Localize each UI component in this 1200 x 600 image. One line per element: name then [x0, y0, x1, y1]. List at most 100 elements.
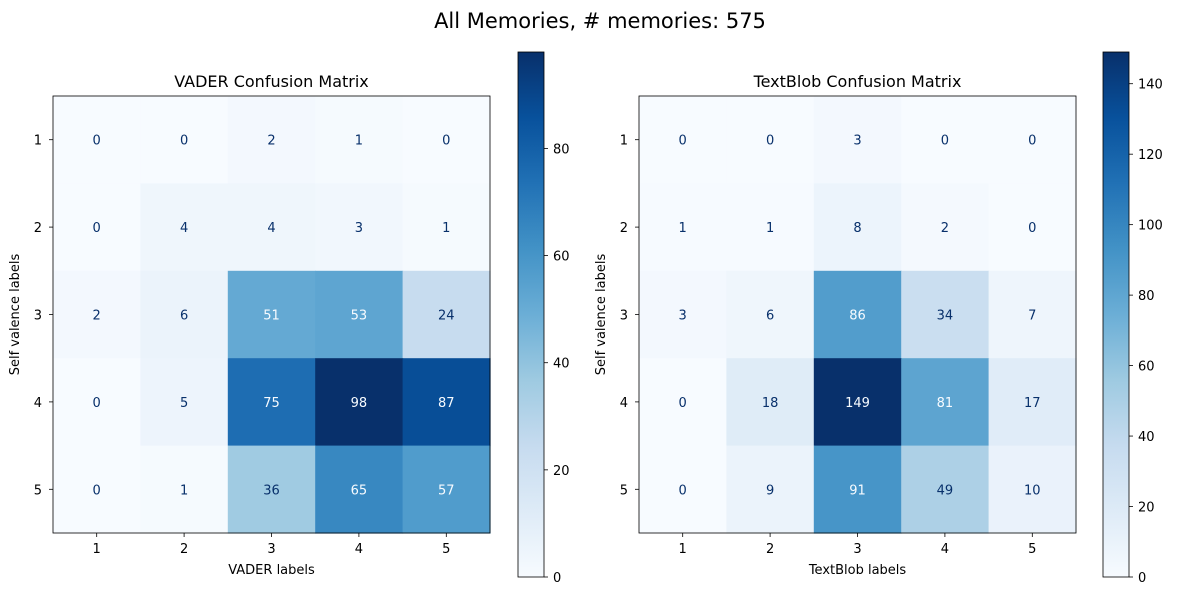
- colorbar-tick-label: 60: [553, 250, 570, 265]
- cell-value-label: 4: [267, 221, 275, 236]
- cell-value-label: 7: [1028, 309, 1036, 324]
- figure-title: All Memories, # memories: 575: [434, 9, 766, 33]
- heatmap-cell: [402, 183, 491, 272]
- cell-value-label: 149: [845, 396, 870, 411]
- cell-value-label: 87: [438, 396, 455, 411]
- x-tick-label: 5: [442, 542, 450, 557]
- heatmap-cell: [53, 183, 141, 272]
- heatmap-cell: [315, 183, 404, 272]
- cell-value-label: 75: [263, 396, 280, 411]
- cell-value-label: 2: [93, 309, 101, 324]
- heatmap-cell: [726, 358, 815, 447]
- cell-value-label: 86: [849, 309, 866, 324]
- cell-value-label: 4: [180, 221, 188, 236]
- heatmap-cell: [813, 358, 902, 447]
- y-tick-label: 3: [620, 309, 628, 324]
- cell-value-label: 3: [853, 134, 861, 149]
- colorbar-tick-label: 0: [553, 571, 561, 586]
- heatmap-cell: [140, 270, 229, 359]
- cell-value-label: 5: [180, 396, 188, 411]
- heatmap-cell: [402, 96, 491, 184]
- heatmap-cell: [53, 445, 141, 534]
- heatmap-cell: [140, 445, 229, 534]
- colorbar-gradient: [517, 51, 545, 578]
- heatmap-cell: [639, 270, 727, 359]
- cell-value-label: 57: [438, 483, 455, 498]
- y-axis-label: Self valence labels: [594, 253, 609, 375]
- colorbar: 0 20 40 60 80 100 120 140: [1102, 51, 1163, 586]
- heatmap-cell: [140, 96, 229, 184]
- cell-value-label: 0: [766, 134, 774, 149]
- cell-value-label: 0: [442, 134, 450, 149]
- heatmap-cell: [140, 358, 229, 447]
- cell-value-label: 0: [941, 134, 949, 149]
- y-axis-label: Self valence labels: [8, 253, 23, 375]
- heatmap-cell: [901, 358, 990, 447]
- chart-title: VADER Confusion Matrix: [174, 72, 369, 91]
- heatmap-cell: [901, 96, 990, 184]
- cell-value-label: 0: [93, 134, 101, 149]
- y-tick-label: 5: [34, 483, 42, 498]
- colorbar-tick-label: 40: [553, 357, 570, 372]
- heatmap-cell: [53, 358, 141, 447]
- cell-value-label: 2: [941, 221, 949, 236]
- cell-value-label: 6: [180, 309, 188, 324]
- cell-value-label: 10: [1024, 483, 1041, 498]
- cell-value-label: 49: [937, 483, 954, 498]
- cell-value-label: 9: [766, 483, 774, 498]
- x-tick-label: 3: [853, 542, 861, 557]
- cell-value-label: 1: [679, 221, 687, 236]
- colorbar-tick-label: 20: [1138, 501, 1155, 516]
- cell-value-label: 6: [766, 309, 774, 324]
- cell-value-label: 1: [355, 134, 363, 149]
- colorbar-tick-label: 80: [1138, 289, 1155, 304]
- cell-value-label: 24: [438, 309, 455, 324]
- heatmap-cell: [988, 445, 1077, 534]
- y-tick-label: 1: [34, 134, 42, 149]
- heatmap-cell: [988, 270, 1077, 359]
- cell-value-label: 0: [679, 134, 687, 149]
- heatmap-cell: [901, 183, 990, 272]
- x-tick-label: 3: [267, 542, 275, 557]
- cell-value-label: 34: [937, 309, 954, 324]
- heatmap-cell: [315, 96, 404, 184]
- cell-value-label: 81: [937, 396, 954, 411]
- cell-value-label: 0: [679, 483, 687, 498]
- cell-value-label: 1: [442, 221, 450, 236]
- y-tick-label: 2: [34, 221, 42, 236]
- heatmap-cell: [402, 445, 491, 534]
- cell-value-label: 98: [351, 396, 368, 411]
- cell-value-label: 0: [180, 134, 188, 149]
- cell-value-label: 0: [1028, 221, 1036, 236]
- cell-value-label: 18: [762, 396, 779, 411]
- heatmap-cell: [639, 96, 727, 184]
- x-tick-label: 4: [355, 542, 363, 557]
- y-tick-label: 2: [620, 221, 628, 236]
- y-tick-label: 4: [34, 396, 42, 411]
- colorbar-tick-label: 80: [553, 142, 570, 157]
- colorbar-tick-label: 40: [1138, 430, 1155, 445]
- cell-value-label: 0: [93, 221, 101, 236]
- heatmap-cell: [813, 270, 902, 359]
- heatmap-cell: [813, 183, 902, 272]
- heatmap-cell: [227, 183, 316, 272]
- x-tick-label: 4: [941, 542, 949, 557]
- heatmap-cell: [315, 445, 404, 534]
- x-tick-label: 1: [93, 542, 101, 557]
- heatmap-cell: [402, 358, 491, 447]
- heatmap-cell: [639, 183, 727, 272]
- x-axis-label: VADER labels: [228, 563, 315, 578]
- x-axis-label: TextBlob labels: [808, 563, 907, 578]
- cell-value-label: 3: [355, 221, 363, 236]
- heatmap-cell: [901, 445, 990, 534]
- confusion-matrix-panel: VADER Confusion Matrix 0 0 2 1 0 0 4 4 3 1 2 6 5 1 5 3 24…: [8, 51, 570, 586]
- chart-title: TextBlob Confusion Matrix: [753, 72, 962, 91]
- cell-value-label: 1: [766, 221, 774, 236]
- colorbar-tick-label: 140: [1138, 78, 1163, 93]
- y-tick-label: 5: [620, 483, 628, 498]
- y-tick-label: 1: [620, 134, 628, 149]
- heatmap-cell: [726, 183, 815, 272]
- heatmap-cell: [901, 270, 990, 359]
